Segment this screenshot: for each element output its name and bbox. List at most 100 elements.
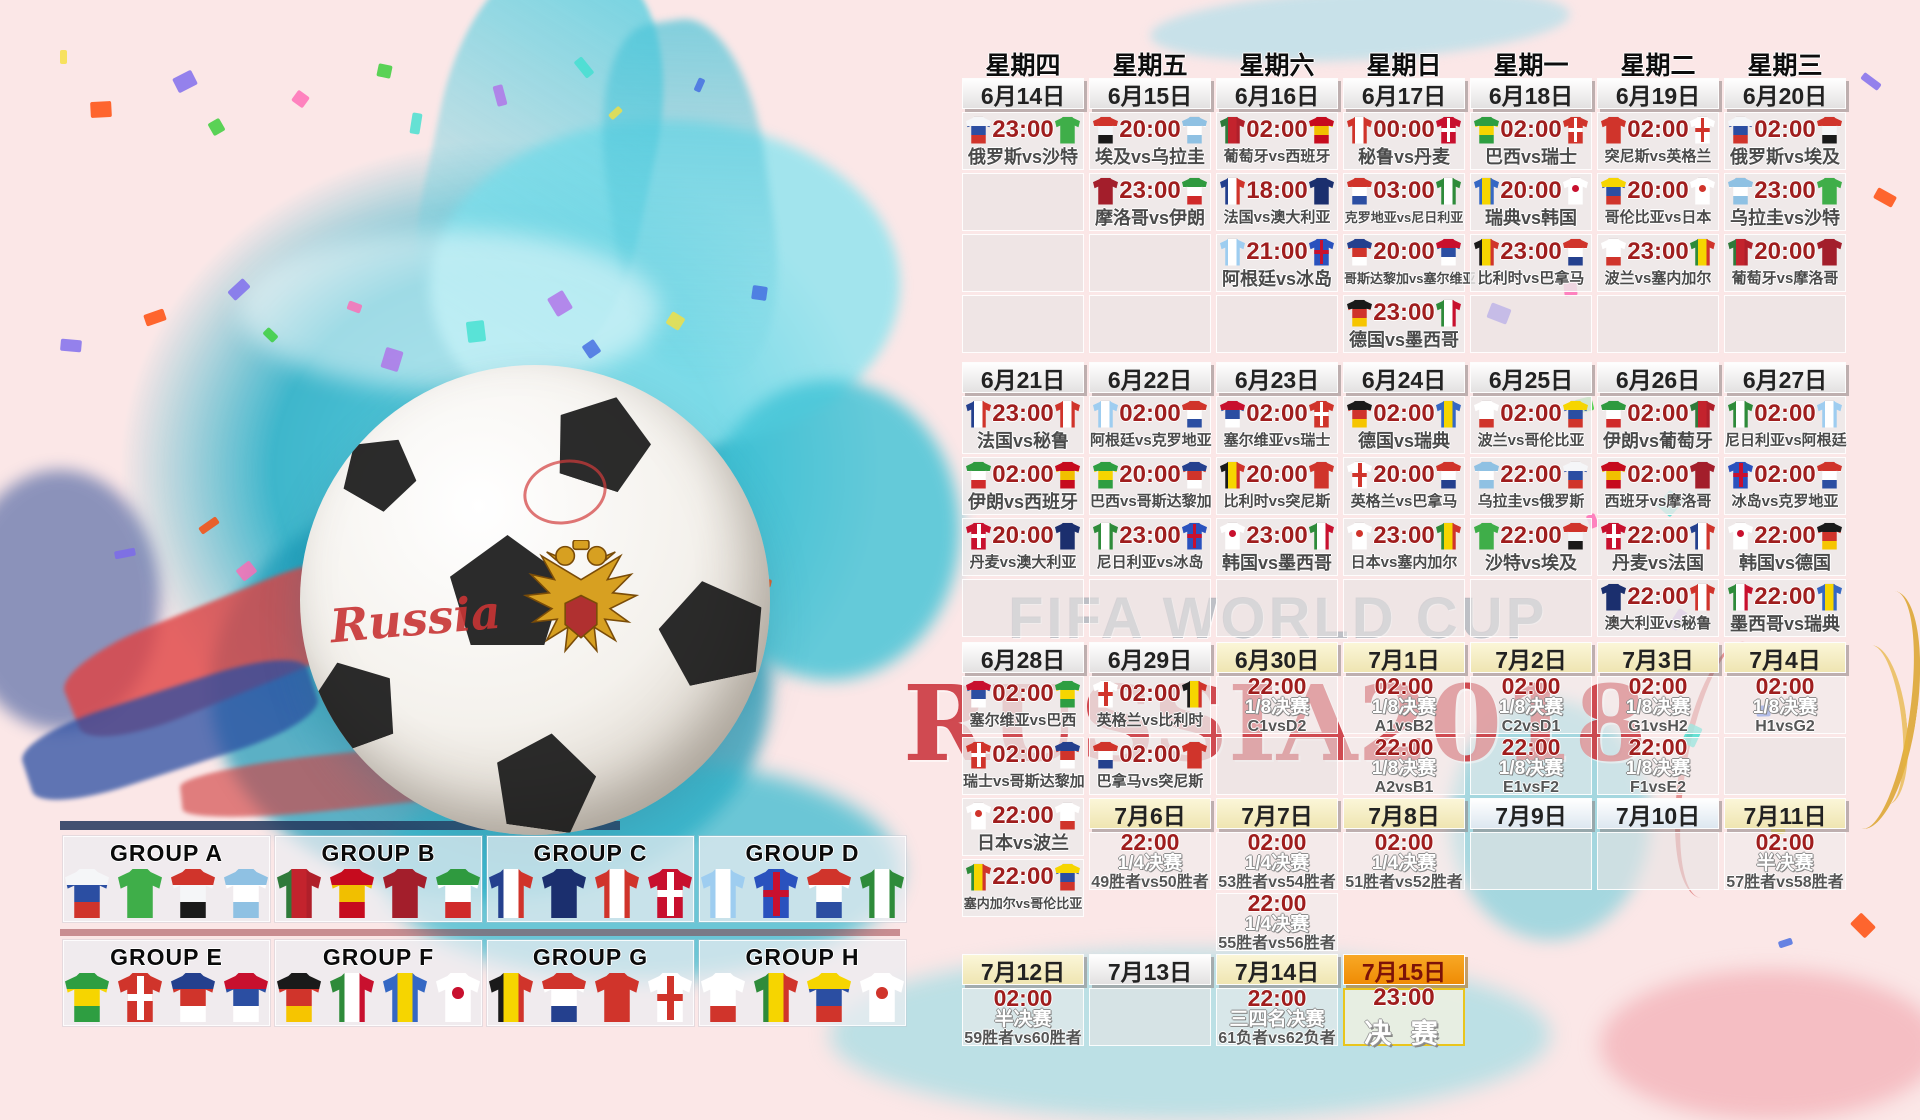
group-label: GROUP B <box>321 840 436 866</box>
jersey-秘鲁 <box>1347 116 1372 144</box>
match-row: 23:00 <box>1725 175 1845 207</box>
match-label: 法国vs澳大利亚 <box>1223 209 1331 226</box>
knockout-cell: 22:00 1/4决赛 55胜者vs56胜者 <box>1216 891 1338 952</box>
match-cell: 22:00 沙特vs埃及 <box>1470 518 1592 576</box>
date-header: 6月22日 <box>1089 362 1211 393</box>
knockout-time: 22:00 <box>1501 734 1561 760</box>
jersey-埃及 <box>171 869 215 918</box>
match-label: 乌拉圭vs沙特 <box>1729 208 1841 228</box>
knockout-time: 02:00 <box>1374 829 1434 855</box>
match-calendar: 星期四 星期五 星期六 星期日 星期一 星期二 星期三 6月14日 23:00 俄罗斯vs沙特 6… <box>962 0 1847 1080</box>
group-jerseys <box>489 973 692 1022</box>
empty-cell <box>1724 295 1846 353</box>
jersey-哥斯达黎加 <box>1347 238 1372 266</box>
match-time: 20:00 <box>1373 238 1435 265</box>
jersey-巴拿马 <box>1435 461 1461 489</box>
confetti-piece <box>607 105 624 121</box>
empty-cell <box>1470 295 1592 353</box>
match-cell: 23:00 摩洛哥vs伊朗 <box>1089 173 1211 231</box>
match-time: 02:00 <box>992 461 1054 488</box>
empty-cell <box>962 295 1084 353</box>
date-header: 7月12日 <box>962 954 1084 985</box>
match-time: 22:00 <box>1627 583 1689 610</box>
match-cell: 23:00 比利时vs巴拿马 <box>1470 234 1592 292</box>
jersey-cross <box>772 871 780 917</box>
match-time: 20:00 <box>1754 238 1816 265</box>
jersey-波兰 <box>1474 400 1499 428</box>
match-time: 02:00 <box>1373 400 1435 427</box>
group-box: GROUP D <box>699 836 906 922</box>
match-row: 20:00 <box>1217 459 1337 491</box>
confetti-piece <box>227 277 251 302</box>
match-label: 哥斯达黎加vs塞尔维亚 <box>1344 271 1476 286</box>
calendar-column: 7月15日 23:00 决 赛 <box>1343 954 1465 1049</box>
jersey-澳大利亚 <box>1308 177 1334 205</box>
jersey-葡萄牙 <box>1689 400 1715 428</box>
calendar-column: 6月25日 02:00 波兰vs哥伦比亚 22:00 乌拉圭vs俄罗斯 22:00 沙特vs… <box>1470 362 1592 637</box>
calendar-column: 6月21日 23:00 法国vs秘鲁 02:00 伊朗vs西班牙 20:00 丹麦vs澳大利… <box>962 362 1084 637</box>
empty-cell <box>1089 988 1211 1046</box>
match-cell: 02:00 伊朗vs西班牙 <box>962 457 1084 515</box>
jersey-塞尔维亚 <box>224 973 268 1022</box>
match-cell: 23:00 德国vs墨西哥 <box>1343 295 1465 353</box>
match-label: 德国vs瑞典 <box>1357 431 1451 451</box>
jersey-沙特 <box>1054 116 1080 144</box>
knockout-time: 22:00 <box>1247 985 1307 1011</box>
jersey-德国 <box>1347 299 1372 327</box>
knockout-cell: 02:00 1/4决赛 53胜者vs54胜者 <box>1216 830 1338 891</box>
match-time: 23:00 <box>1373 522 1435 549</box>
match-row: 02:00 <box>963 678 1083 710</box>
ball-pentagon <box>489 727 601 835</box>
match-time: 23:00 <box>1119 522 1181 549</box>
match-cell: 20:00 葡萄牙vs摩洛哥 <box>1724 234 1846 292</box>
jersey-emblem-dot <box>1698 185 1706 193</box>
jersey-突尼斯 <box>1308 461 1334 489</box>
match-cell: 23:00 俄罗斯vs沙特 <box>962 112 1084 170</box>
calendar-final-week: 7月12日 02:00 半决赛 59胜者vs60胜者 7月13日 7月14日 22:00 三四… <box>962 954 1846 1049</box>
match-row: 02:00 <box>963 739 1083 771</box>
calendar-column: 7月3日 02:00 1/8决赛 G1vsH2 22:00 1/8决赛 F1vsE2 7月10… <box>1597 642 1719 951</box>
knockout-pairing: A1vsB2 <box>1374 718 1434 735</box>
jersey-哥斯达黎加 <box>171 973 215 1022</box>
match-label: 塞内加尔vs哥伦比亚 <box>963 896 1083 911</box>
group-box: GROUP A <box>63 836 270 922</box>
jersey-cross <box>1319 402 1324 427</box>
group-label: GROUP A <box>109 840 224 866</box>
confetti-piece <box>172 69 198 94</box>
jersey-emblem-dot <box>975 810 982 818</box>
knockout-stage: 1/8决赛 <box>1625 758 1691 779</box>
knockout-cell: 22:00 1/8决赛 C1vsD2 <box>1216 674 1338 735</box>
jersey-日本 <box>860 973 904 1022</box>
jersey-澳大利亚 <box>1601 583 1626 611</box>
jersey-比利时 <box>1220 461 1245 489</box>
jersey-德国 <box>1816 522 1842 550</box>
calendar-column: 6月23日 02:00 塞尔维亚vs瑞士 20:00 比利时vs突尼斯 23:00 韩国vs… <box>1216 362 1338 637</box>
match-cell: 22:00 丹麦vs法国 <box>1597 518 1719 576</box>
jersey-德国 <box>1347 400 1372 428</box>
match-cell: 02:00 巴西vs瑞士 <box>1470 112 1592 170</box>
match-row: 02:00 <box>1217 114 1337 146</box>
match-row: 23:00 <box>1217 520 1337 552</box>
jersey-cross <box>1103 682 1108 707</box>
knockout-stage: 1/8决赛 <box>1752 697 1818 718</box>
match-time: 02:00 <box>1627 116 1689 143</box>
match-row: 02:00 <box>1598 459 1718 491</box>
confetti-piece <box>235 560 258 582</box>
calendar-column <box>1470 954 1592 1046</box>
jersey-cross <box>1611 524 1616 549</box>
jersey-塞尔维亚 <box>1220 400 1245 428</box>
jersey-英格兰 <box>648 973 692 1022</box>
jersey-哥斯达黎加 <box>1181 461 1207 489</box>
knockout-stage: 1/4决赛 <box>1244 914 1310 935</box>
knockout-pairing: C1vsD2 <box>1247 718 1307 735</box>
jersey-墨西哥 <box>1435 299 1461 327</box>
match-label: 秘鲁vs丹麦 <box>1357 147 1451 167</box>
group-box: GROUP E <box>63 940 270 1026</box>
match-cell: 21:00 阿根廷vs冰岛 <box>1216 234 1338 292</box>
jersey-cross <box>1319 240 1324 265</box>
confetti-piece <box>665 311 686 331</box>
jersey-冰岛 <box>1728 461 1753 489</box>
group-label: GROUP H <box>745 944 860 970</box>
knockout-cell: 22:00 1/4决赛 49胜者vs50胜者 <box>1089 830 1211 891</box>
